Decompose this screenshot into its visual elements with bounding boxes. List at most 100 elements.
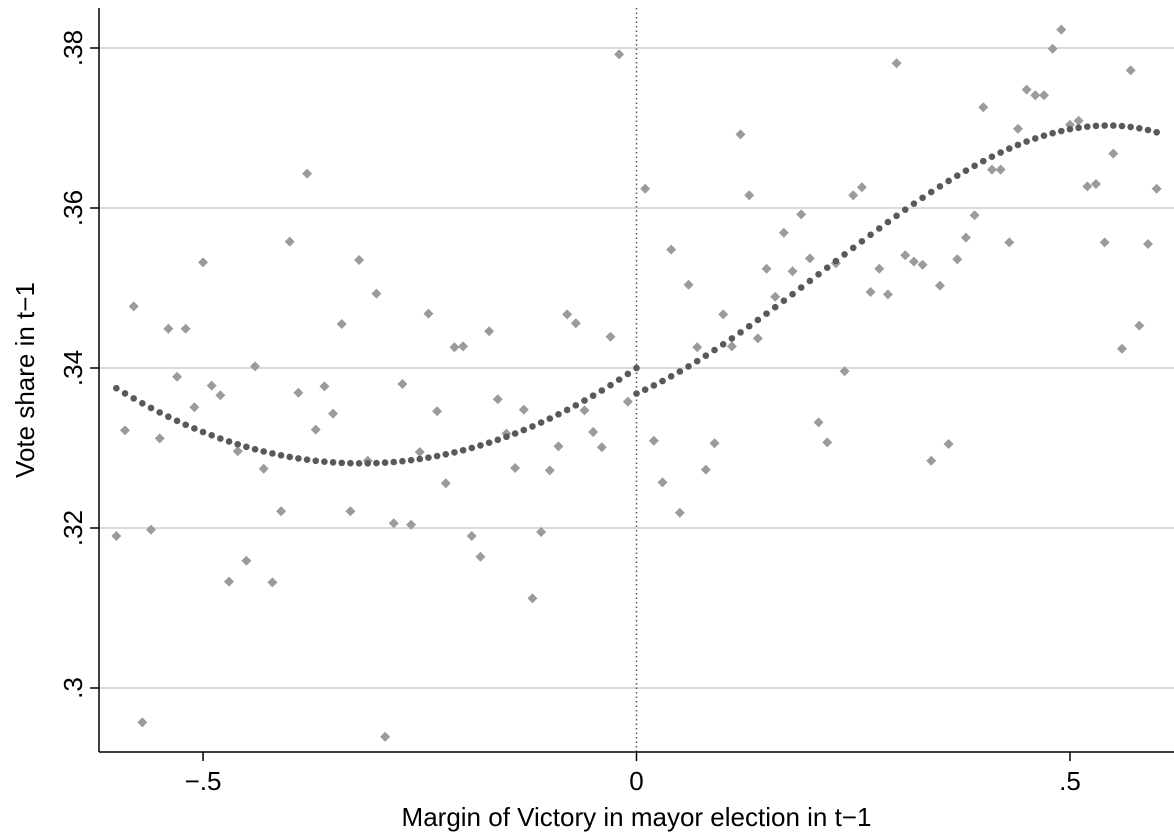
fit-point bbox=[1084, 123, 1091, 130]
data-point bbox=[154, 433, 165, 444]
y-axis-ticks: .3 .32 .34 .36 .38 bbox=[58, 30, 99, 699]
data-point bbox=[622, 396, 633, 407]
data-point bbox=[900, 250, 911, 261]
fit-point bbox=[503, 433, 510, 441]
fit-point bbox=[607, 381, 614, 389]
data-point bbox=[492, 394, 503, 405]
data-point bbox=[180, 323, 191, 334]
fit-point bbox=[797, 284, 805, 291]
fit-point bbox=[815, 271, 822, 278]
data-point bbox=[709, 438, 720, 449]
data-point bbox=[137, 717, 148, 728]
fit-point bbox=[425, 454, 432, 461]
data-point bbox=[726, 341, 737, 352]
data-point bbox=[1056, 24, 1067, 35]
data-point bbox=[640, 183, 651, 194]
data-point bbox=[995, 164, 1006, 175]
data-point bbox=[1151, 183, 1162, 194]
fit-point bbox=[234, 440, 242, 448]
fit-point bbox=[1110, 122, 1117, 129]
data-point bbox=[423, 308, 434, 319]
x-axis-ticks: −.5 0 .5 bbox=[185, 752, 1081, 796]
fit-point bbox=[936, 183, 944, 190]
data-point bbox=[267, 577, 278, 588]
fit-point bbox=[719, 341, 727, 348]
fit-point bbox=[1040, 132, 1048, 139]
data-point bbox=[406, 519, 417, 530]
fit-point bbox=[191, 425, 198, 432]
fit-point bbox=[1049, 129, 1056, 137]
fit-point bbox=[927, 188, 935, 196]
data-point bbox=[302, 168, 313, 179]
y-tick-label: .34 bbox=[58, 350, 88, 386]
data-point bbox=[770, 291, 781, 302]
fit-point bbox=[598, 387, 606, 394]
data-point bbox=[1038, 90, 1049, 101]
y-axis-title: Vote share in t−1 bbox=[10, 282, 40, 478]
data-point bbox=[163, 323, 174, 334]
data-point bbox=[1134, 320, 1145, 331]
data-point bbox=[666, 244, 677, 255]
x-tick-label: −.5 bbox=[185, 766, 222, 796]
fit-point bbox=[633, 364, 640, 372]
fit-point bbox=[329, 459, 337, 466]
data-point bbox=[319, 381, 330, 392]
data-point bbox=[354, 255, 365, 265]
data-point bbox=[258, 463, 269, 474]
data-point bbox=[553, 441, 564, 452]
fit-point bbox=[1075, 124, 1082, 132]
fit-point bbox=[225, 438, 233, 445]
fit-point bbox=[823, 264, 831, 271]
data-point bbox=[874, 263, 885, 274]
fit-point bbox=[745, 322, 753, 330]
data-point bbox=[111, 531, 122, 541]
data-point bbox=[544, 465, 555, 476]
data-point bbox=[232, 446, 243, 457]
fit-point bbox=[303, 456, 311, 463]
data-point bbox=[917, 259, 928, 270]
data-point bbox=[371, 288, 382, 299]
data-point bbox=[960, 232, 971, 243]
fit-point bbox=[373, 459, 380, 467]
data-point bbox=[206, 380, 217, 391]
fit-point bbox=[485, 439, 493, 447]
fit-point bbox=[494, 436, 502, 444]
fit-point bbox=[867, 231, 874, 239]
y-tick-label: .38 bbox=[58, 30, 88, 66]
data-point bbox=[848, 190, 859, 201]
fit-point bbox=[286, 453, 294, 461]
data-point bbox=[128, 301, 139, 312]
data-point bbox=[813, 417, 824, 428]
fit-point bbox=[260, 448, 268, 455]
data-point bbox=[570, 318, 581, 329]
fit-point bbox=[156, 409, 163, 416]
fit-point bbox=[182, 421, 189, 429]
fit-point bbox=[624, 370, 632, 378]
fit-point bbox=[875, 225, 883, 232]
data-point bbox=[926, 455, 937, 466]
y-tick-label: .32 bbox=[58, 510, 88, 546]
fit-point bbox=[780, 297, 788, 305]
fit-point bbox=[979, 157, 987, 165]
data-point bbox=[466, 531, 477, 541]
fit-point bbox=[338, 459, 346, 467]
fit-point bbox=[988, 153, 996, 161]
data-point bbox=[562, 309, 573, 320]
fit-point bbox=[754, 316, 762, 324]
y-tick-label: .36 bbox=[58, 190, 88, 226]
data-point bbox=[484, 326, 495, 337]
data-point bbox=[345, 506, 356, 517]
data-point bbox=[882, 289, 893, 300]
data-point bbox=[1125, 65, 1136, 76]
fit-point bbox=[615, 376, 623, 383]
fit-point bbox=[416, 455, 424, 463]
data-point bbox=[380, 731, 391, 742]
scatter-points bbox=[111, 24, 1162, 742]
data-point bbox=[744, 190, 755, 201]
fit-point bbox=[217, 435, 224, 442]
fit-point bbox=[364, 459, 372, 467]
data-point bbox=[1116, 343, 1127, 354]
fit-point bbox=[633, 390, 640, 397]
fit-point bbox=[893, 212, 900, 220]
fit-point bbox=[251, 445, 259, 453]
